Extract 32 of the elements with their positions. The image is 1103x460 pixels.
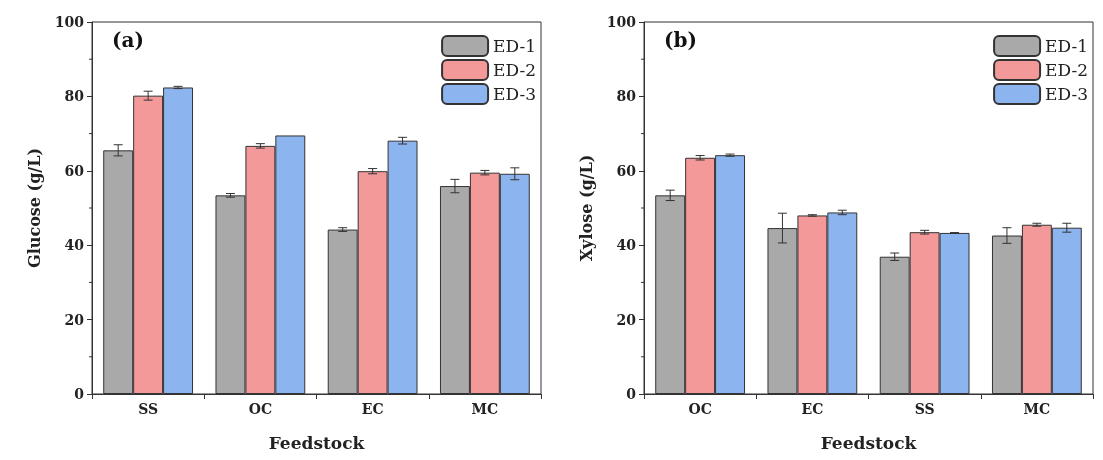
- x-tick-label: EC: [361, 401, 384, 417]
- y-tick-label: 40: [64, 237, 85, 254]
- annotation: (b): [664, 28, 697, 52]
- y-tick-label: 0: [74, 386, 85, 402]
- y-tick-label: 100: [606, 14, 637, 30]
- legend-label: ED-1: [493, 36, 537, 56]
- x-tick-label: SS: [138, 401, 159, 417]
- legend-label: ED-3: [493, 84, 537, 104]
- legend-label: ED-3: [1045, 84, 1089, 104]
- x-tick-label: OC: [688, 401, 712, 417]
- annotation: (a): [112, 28, 144, 52]
- y-tick-label: 60: [64, 162, 85, 179]
- x-tick-label: SS: [914, 401, 935, 417]
- y-tick-label: 40: [616, 237, 637, 254]
- y-axis-title: Glucose (g/L): [24, 148, 44, 268]
- legend-label: ED-2: [1045, 60, 1089, 80]
- x-tick-label: MC: [471, 401, 499, 417]
- x-tick-label: MC: [1023, 401, 1051, 417]
- y-tick-label: 20: [616, 311, 637, 328]
- y-tick-label: 60: [616, 162, 637, 179]
- y-tick-label: 80: [616, 88, 637, 105]
- legend-label: ED-2: [493, 60, 537, 80]
- y-tick-label: 0: [626, 386, 637, 402]
- x-tick-label: EC: [801, 401, 824, 417]
- x-axis-title: Feedstock: [820, 432, 918, 453]
- legend-label: ED-1: [1045, 36, 1089, 56]
- y-tick-label: 20: [64, 311, 85, 328]
- x-axis-title: Feedstock: [268, 432, 366, 453]
- y-tick-label: 80: [64, 88, 85, 105]
- y-tick-label: 100: [54, 14, 85, 30]
- x-tick-label: OC: [248, 401, 273, 417]
- y-axis-title: Xylose (g/L): [576, 154, 596, 262]
